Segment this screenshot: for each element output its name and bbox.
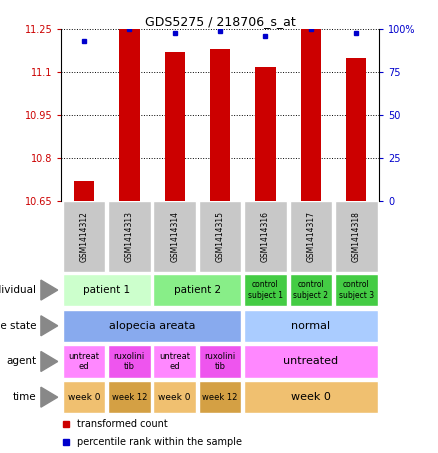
Text: GSM1414314: GSM1414314: [170, 211, 179, 262]
Bar: [346, 58, 367, 201]
Text: alopecia areata: alopecia areata: [109, 321, 195, 331]
Bar: [153, 381, 196, 413]
Bar: [255, 67, 276, 201]
Text: percentile rank within the sample: percentile rank within the sample: [77, 437, 242, 447]
Bar: [63, 345, 105, 377]
Bar: [290, 274, 332, 306]
Bar: [63, 310, 241, 342]
Bar: [108, 381, 151, 413]
Bar: [335, 274, 378, 306]
Bar: [63, 274, 151, 306]
Bar: [199, 201, 241, 272]
Text: GSM1414316: GSM1414316: [261, 211, 270, 262]
Bar: [119, 29, 140, 201]
Bar: [153, 345, 196, 377]
Bar: [244, 274, 287, 306]
Bar: [244, 201, 287, 272]
Bar: [244, 310, 378, 342]
Text: time: time: [13, 392, 36, 402]
Bar: [63, 381, 105, 413]
Text: week 12: week 12: [112, 393, 147, 402]
Text: control
subject 1: control subject 1: [248, 280, 283, 300]
Text: individual: individual: [0, 285, 36, 295]
Text: week 0: week 0: [68, 393, 100, 402]
Bar: [153, 201, 196, 272]
Text: untreat
ed: untreat ed: [68, 352, 99, 371]
Text: week 0: week 0: [291, 392, 331, 402]
Text: GSM1414315: GSM1414315: [215, 211, 225, 262]
Bar: [199, 345, 241, 377]
Bar: [153, 274, 241, 306]
Text: patient 2: patient 2: [174, 285, 221, 295]
Text: patient 1: patient 1: [83, 285, 130, 295]
Bar: [244, 381, 378, 413]
Text: week 0: week 0: [159, 393, 191, 402]
Text: GSM1414313: GSM1414313: [125, 211, 134, 262]
Text: normal: normal: [291, 321, 330, 331]
Text: disease state: disease state: [0, 321, 36, 331]
Text: ruxolini
tib: ruxolini tib: [114, 352, 145, 371]
Bar: [108, 201, 151, 272]
Text: agent: agent: [6, 357, 36, 366]
Bar: [74, 181, 94, 201]
Text: week 12: week 12: [202, 393, 238, 402]
Text: GSM1414317: GSM1414317: [306, 211, 315, 262]
Text: ruxolini
tib: ruxolini tib: [205, 352, 236, 371]
Text: untreat
ed: untreat ed: [159, 352, 190, 371]
Text: control
subject 2: control subject 2: [293, 280, 328, 300]
Text: GSM1414318: GSM1414318: [352, 211, 360, 262]
Polygon shape: [41, 352, 58, 371]
Bar: [63, 201, 105, 272]
Title: GDS5275 / 218706_s_at: GDS5275 / 218706_s_at: [145, 15, 296, 28]
Bar: [108, 345, 151, 377]
Polygon shape: [41, 316, 58, 336]
Text: GSM1414312: GSM1414312: [80, 211, 88, 262]
Bar: [199, 381, 241, 413]
Bar: [290, 201, 332, 272]
Bar: [165, 52, 185, 201]
Text: control
subject 3: control subject 3: [339, 280, 374, 300]
Text: transformed count: transformed count: [77, 419, 168, 429]
Bar: [335, 201, 378, 272]
Bar: [244, 345, 378, 377]
Polygon shape: [41, 387, 58, 407]
Polygon shape: [41, 280, 58, 300]
Bar: [300, 29, 321, 201]
Bar: [210, 49, 230, 201]
Text: untreated: untreated: [283, 357, 339, 366]
